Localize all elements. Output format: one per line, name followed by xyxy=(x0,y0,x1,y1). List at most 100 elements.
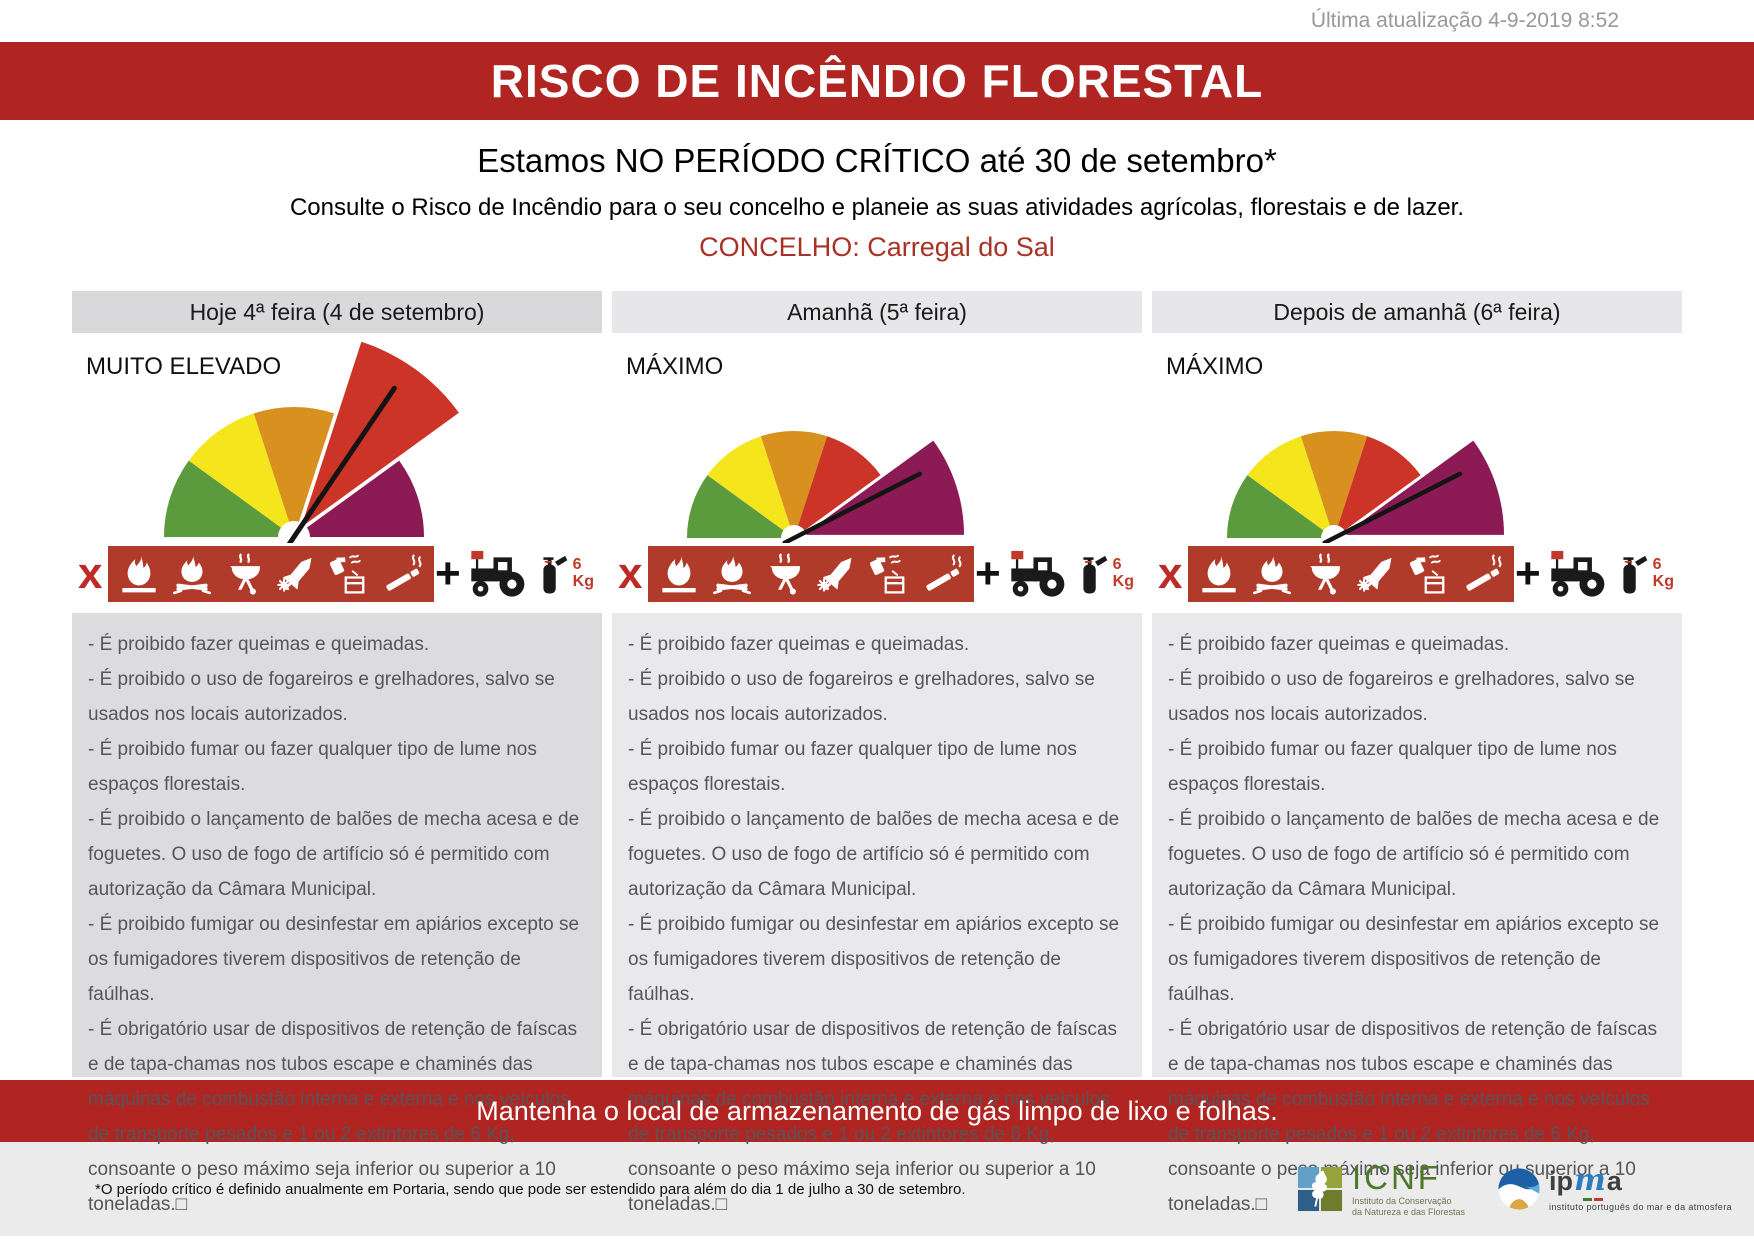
campfire-icon xyxy=(1251,553,1293,595)
rule-item: - É proibido o uso de fogareiros e grelh… xyxy=(628,669,1095,725)
title-banner: RISCO DE INCÊNDIO FLORESTAL xyxy=(0,42,1754,120)
weight-value: 6 xyxy=(1652,556,1662,574)
icnf-emblem-icon xyxy=(1297,1166,1342,1212)
concelho-label: CONCELHO: Carregal do Sal xyxy=(699,232,1055,262)
tractor-icon xyxy=(1549,550,1609,598)
campfire-icon xyxy=(711,553,753,595)
bee-smoker-icon xyxy=(870,553,912,595)
grill-icon xyxy=(764,553,806,595)
day-column-tomorrow: Amanhã (5ª feira) MÁXIMO x + 6 Kg xyxy=(612,291,1142,1215)
prohibited-x-mark: x xyxy=(78,549,103,598)
ipma-word-m: m xyxy=(1574,1163,1606,1199)
gauge-area: MÁXIMO xyxy=(612,333,1142,543)
rule-item: - É proibido fazer queimas e queimadas. xyxy=(1168,634,1510,655)
rule-item: - É proibido o uso de fogareiros e grelh… xyxy=(1168,669,1635,725)
risk-level-label: MUITO ELEVADO xyxy=(86,353,282,380)
fire-extinguisher-icon: 6 Kg xyxy=(1619,553,1674,595)
ipma-subtitle: instituto português do mar e da atmosfer… xyxy=(1549,1201,1732,1212)
weight-value: 6 xyxy=(572,556,582,574)
fire-extinguisher-icon: 6 Kg xyxy=(539,553,594,595)
prohibited-activities-bar xyxy=(648,546,975,602)
weight-value: 6 xyxy=(1112,556,1122,574)
campfire-icon xyxy=(171,553,213,595)
icnf-subtitle-line1: Instituto da Conservação xyxy=(1351,1195,1452,1206)
extinguisher-weight-label: 6 Kg xyxy=(1652,556,1674,591)
extinguisher-body-icon xyxy=(1079,553,1111,595)
fire-extinguisher-icon: 6 Kg xyxy=(1079,553,1134,595)
rule-item: - É proibido fumar ou fazer qualquer tip… xyxy=(88,739,537,795)
critical-period-text: Estamos NO PERÍODO CRÍTICO até 30 de set… xyxy=(477,142,1277,179)
rule-item: - É proibido fazer queimas e queimadas. xyxy=(628,634,970,655)
restrictions-row: x + 6 Kg xyxy=(1152,543,1682,605)
rule-item: - É proibido fumigar ou desinfestar em a… xyxy=(628,914,1120,1005)
firework-icon xyxy=(277,553,319,595)
rule-item: - É proibido fumar ou fazer qualquer tip… xyxy=(1168,739,1617,795)
day-column-day-after: Depois de amanhã (6ª feira) MÁXIMO x + 6 xyxy=(1152,291,1682,1215)
last-update-text: Última atualização 4-9-2019 8:52 xyxy=(1310,9,1619,32)
risk-gauge xyxy=(1227,430,1504,543)
rule-item: - É proibido o lançamento de balões de m… xyxy=(628,809,1120,900)
icnf-logo: ICNF Instituto da Conservação da Naturez… xyxy=(1297,1161,1465,1218)
rule-item: - É proibido fumigar ou desinfestar em a… xyxy=(1168,914,1660,1005)
ipma-flag-marks xyxy=(1583,1198,1732,1201)
risk-gauge xyxy=(687,430,964,543)
icnf-text: ICNF Instituto da Conservação da Naturez… xyxy=(1352,1161,1465,1218)
burn-icon xyxy=(118,553,160,595)
firework-icon xyxy=(1357,553,1399,595)
page-title: RISCO DE INCÊNDIO FLORESTAL xyxy=(490,55,1264,107)
extinguisher-body-icon xyxy=(1619,553,1651,595)
weight-unit: Kg xyxy=(572,573,594,590)
icnf-subtitle-line2: da Natureza e das Florestas xyxy=(1351,1206,1465,1217)
cigarette-icon xyxy=(923,553,965,595)
bottom-banner-text: Mantenha o local de armazenamento de gás… xyxy=(476,1095,1278,1126)
rule-item: - É proibido o lançamento de balões de m… xyxy=(1168,809,1660,900)
extinguisher-weight-label: 6 Kg xyxy=(572,556,594,591)
weight-unit: Kg xyxy=(1112,573,1134,590)
risk-level-label: MÁXIMO xyxy=(626,353,724,380)
ipma-logo: ip m a instituto português do mar e da a… xyxy=(1497,1166,1732,1212)
plus-mark: + xyxy=(974,549,1001,598)
rule-item: - É proibido o lançamento de balões de m… xyxy=(88,809,580,900)
tractor-icon xyxy=(469,550,529,598)
extinguisher-weight-label: 6 Kg xyxy=(1112,556,1134,591)
day-header: Amanhã (5ª feira) xyxy=(612,291,1142,333)
day-header: Hoje 4ª feira (4 de setembro) xyxy=(72,291,602,333)
tractor-icon xyxy=(1009,550,1069,598)
restrictions-row: x + 6 Kg xyxy=(72,543,602,605)
grill-icon xyxy=(1304,553,1346,595)
icnf-acronym: ICNF xyxy=(1351,1158,1441,1196)
ipma-word-ip: ip xyxy=(1549,1166,1573,1197)
forecast-columns: Hoje 4ª feira (4 de setembro) MUITO ELEV… xyxy=(0,291,1754,1215)
prohibited-x-mark: x xyxy=(618,549,643,598)
rule-item: - É obrigatório usar de dispositivos de … xyxy=(88,1019,577,1215)
firework-icon xyxy=(817,553,859,595)
rule-item: - É proibido fazer queimas e queimadas. xyxy=(88,634,430,655)
ipma-wordmark: ip m a xyxy=(1549,1166,1732,1196)
prohibited-activities-bar xyxy=(108,546,435,602)
ipma-word-a: a xyxy=(1606,1166,1622,1197)
bottom-banner: Mantenha o local de armazenamento de gás… xyxy=(0,1080,1754,1142)
restrictions-row: x + 6 Kg xyxy=(612,543,1142,605)
bee-smoker-icon xyxy=(1410,553,1452,595)
risk-level-label: MÁXIMO xyxy=(1166,353,1264,380)
weight-unit: Kg xyxy=(1652,573,1674,590)
rule-item: - É proibido fumar ou fazer qualquer tip… xyxy=(628,739,1077,795)
burn-icon xyxy=(1198,553,1240,595)
burn-icon xyxy=(658,553,700,595)
bee-smoker-icon xyxy=(330,553,372,595)
plus-mark: + xyxy=(1514,549,1541,598)
rules-list: - É proibido fazer queimas e queimadas. -… xyxy=(1152,613,1682,1215)
gauge-area: MÁXIMO xyxy=(1152,333,1682,543)
rules-list: - É proibido fazer queimas e queimadas. -… xyxy=(612,613,1142,1215)
prohibited-activities-bar xyxy=(1188,546,1515,602)
ipma-text: ip m a instituto português do mar e da a… xyxy=(1549,1166,1732,1212)
footnote-text: *O período crítico é definido anualmente… xyxy=(95,1180,966,1198)
rule-item: - É obrigatório usar de dispositivos de … xyxy=(628,1019,1117,1215)
risk-gauge xyxy=(164,341,459,543)
rules-list: - É proibido fazer queimas e queimadas. -… xyxy=(72,613,602,1215)
grill-icon xyxy=(224,553,266,595)
instruction-text: Consulte o Risco de Incêndio para o seu … xyxy=(289,194,1465,221)
rule-item: - É proibido o uso de fogareiros e grelh… xyxy=(88,669,555,725)
extinguisher-body-icon xyxy=(539,553,571,595)
ipma-emblem-icon xyxy=(1498,1168,1540,1210)
